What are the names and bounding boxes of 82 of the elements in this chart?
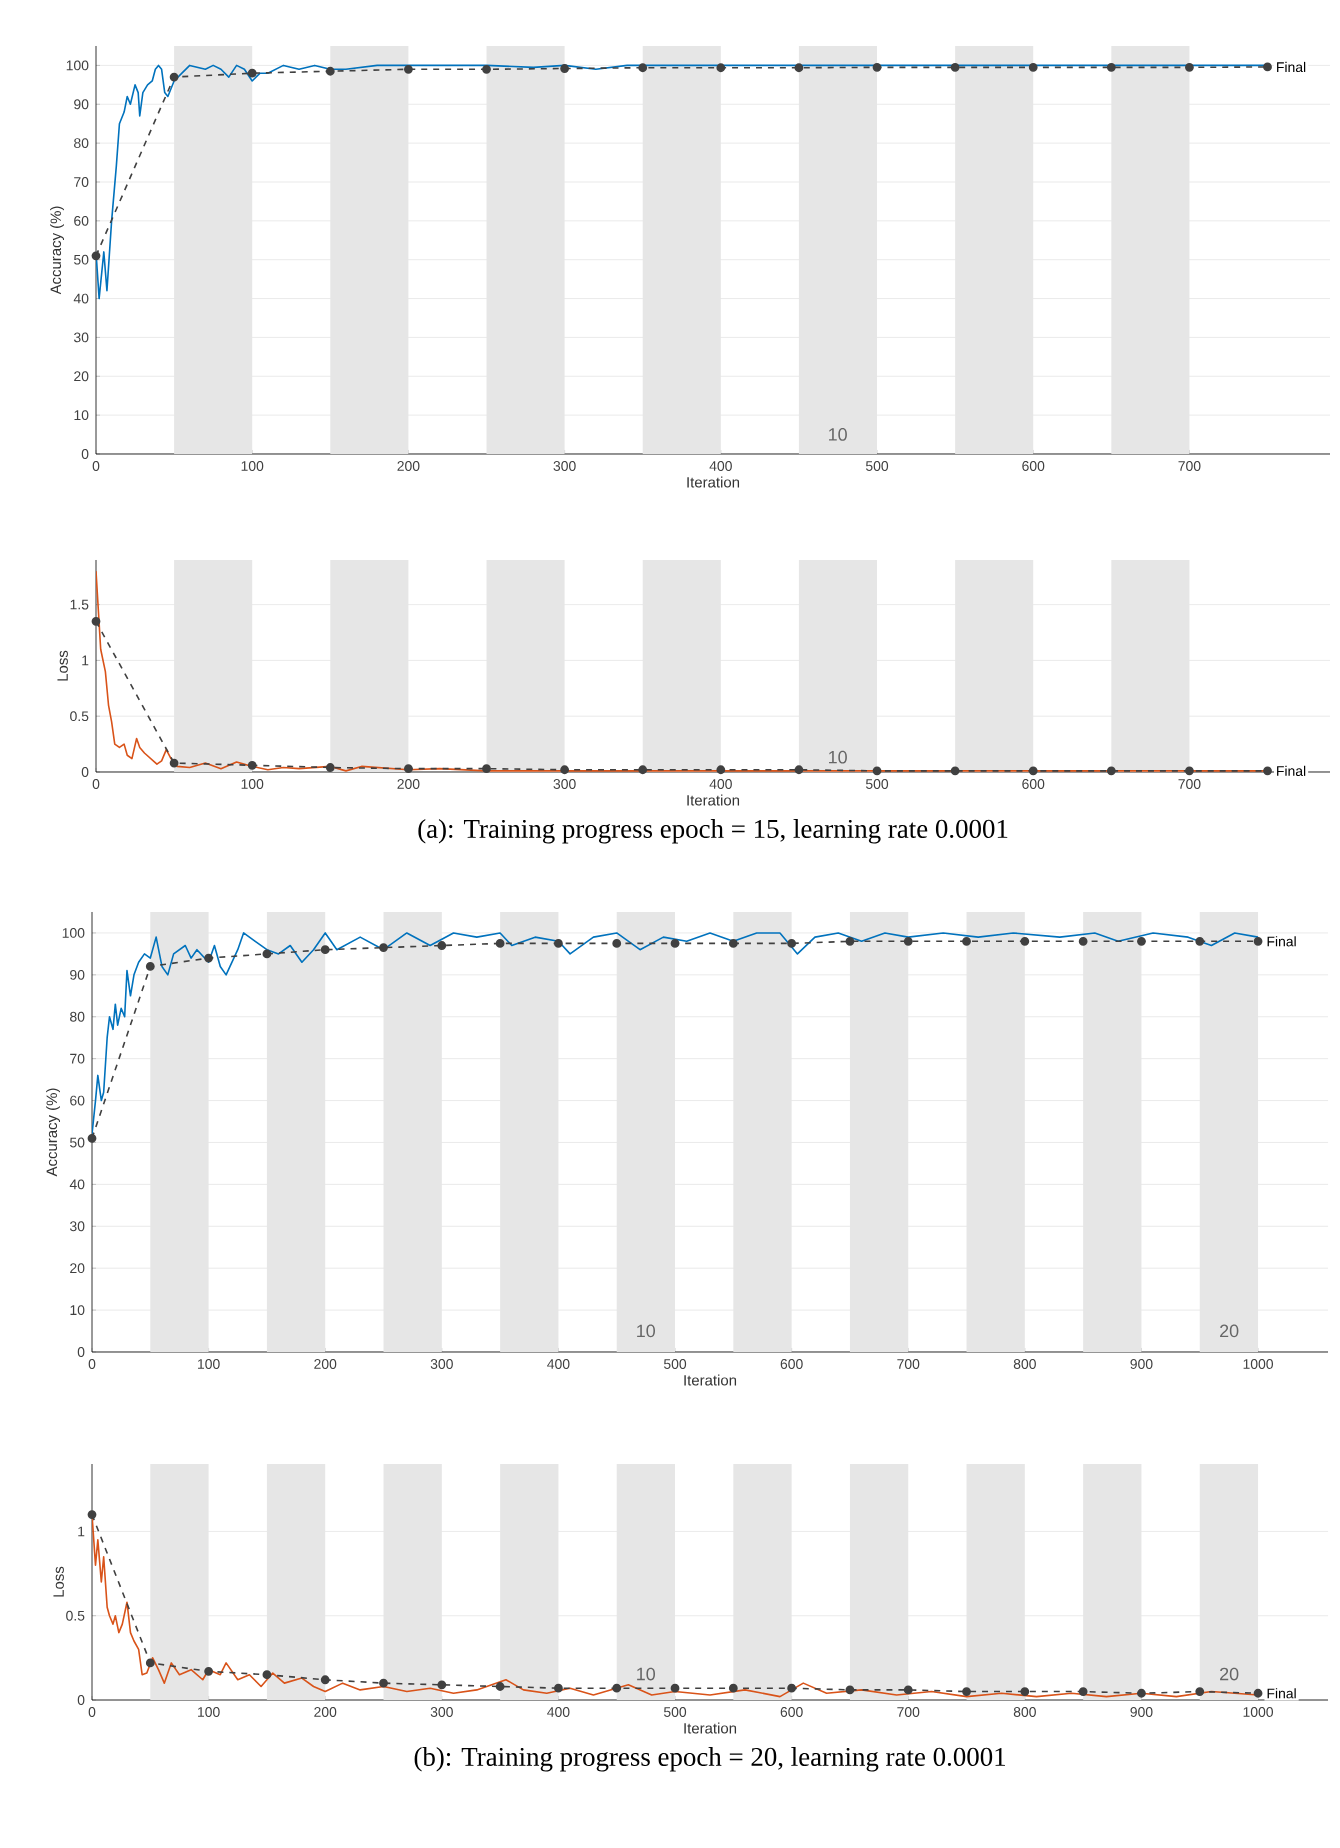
point (437, 1680, 447, 1690)
point (1028, 766, 1038, 776)
point (1195, 936, 1205, 946)
point (787, 939, 797, 948)
point (560, 64, 570, 73)
point (554, 1683, 563, 1693)
point (247, 68, 257, 78)
point (716, 63, 726, 73)
annotation: 20 (1220, 1324, 1239, 1338)
point (262, 949, 272, 959)
point (872, 766, 882, 776)
point (1078, 936, 1088, 946)
point (1106, 62, 1116, 72)
point (145, 962, 155, 971)
point (612, 939, 622, 948)
annotation: 10 (829, 428, 847, 441)
point (1253, 936, 1263, 946)
point (1185, 766, 1194, 776)
text: (b): Training progress epoch = 20, learning rate 0.0001 (414, 1747, 1006, 1772)
point (638, 63, 648, 73)
point (787, 1683, 797, 1693)
annotation: 10 (637, 1324, 656, 1338)
point (482, 764, 491, 774)
point (437, 941, 447, 950)
annotation: 10 (829, 750, 847, 764)
point (1020, 936, 1030, 946)
point (91, 251, 101, 261)
point (845, 1685, 855, 1695)
point (320, 945, 330, 955)
point (1137, 1688, 1146, 1698)
point (1253, 1688, 1263, 1698)
point (404, 764, 413, 774)
point (903, 1685, 913, 1695)
point (325, 763, 335, 772)
point (495, 1682, 505, 1691)
text: (a): Training progress epoch = 15, learning rate 0.0001 (418, 819, 1008, 844)
point (1137, 936, 1146, 946)
point (204, 1666, 213, 1676)
point (560, 765, 570, 775)
point (262, 1670, 272, 1680)
point (1078, 1687, 1088, 1696)
point (950, 766, 960, 776)
point (495, 939, 505, 948)
point (950, 62, 960, 72)
point (638, 765, 648, 775)
point (87, 1510, 97, 1519)
point (247, 760, 257, 770)
point (1195, 1687, 1205, 1696)
point (1185, 62, 1194, 72)
point (91, 616, 101, 626)
point (794, 765, 804, 775)
point (670, 939, 680, 948)
point (1263, 62, 1272, 72)
point (145, 1658, 155, 1668)
point (1263, 766, 1272, 776)
point (482, 64, 491, 74)
point (872, 62, 882, 72)
annotation: 20 (1220, 1667, 1239, 1681)
point (325, 66, 335, 76)
point (87, 1133, 97, 1143)
point (204, 953, 213, 963)
point (716, 765, 726, 775)
point (962, 1687, 971, 1696)
point (169, 758, 179, 768)
point (320, 1675, 330, 1685)
point (379, 1678, 388, 1688)
point (404, 64, 413, 74)
point (1028, 62, 1038, 72)
point (612, 1683, 622, 1693)
point (728, 939, 738, 948)
point (794, 63, 804, 73)
point (670, 1683, 680, 1693)
point (554, 939, 563, 948)
point (1106, 766, 1116, 776)
point (845, 936, 855, 946)
point (962, 936, 971, 946)
point (379, 943, 388, 953)
point (728, 1683, 738, 1693)
point (169, 72, 179, 82)
annotation: 10 (637, 1667, 656, 1681)
point (903, 936, 913, 946)
point (1020, 1687, 1030, 1696)
